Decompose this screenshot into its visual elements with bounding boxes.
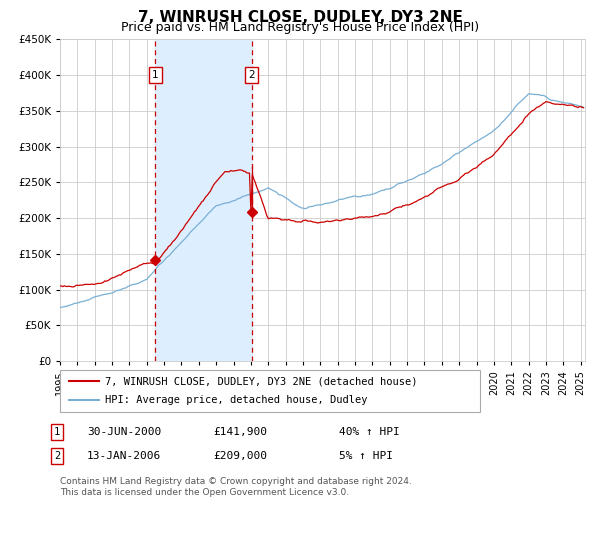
Text: 5% ↑ HPI: 5% ↑ HPI xyxy=(339,451,393,461)
Text: £209,000: £209,000 xyxy=(213,451,267,461)
Text: 7, WINRUSH CLOSE, DUDLEY, DY3 2NE: 7, WINRUSH CLOSE, DUDLEY, DY3 2NE xyxy=(137,10,463,25)
Text: 30-JUN-2000: 30-JUN-2000 xyxy=(87,427,161,437)
Text: 1: 1 xyxy=(54,427,60,437)
Bar xyxy=(155,39,251,361)
Text: HPI: Average price, detached house, Dudley: HPI: Average price, detached house, Dudl… xyxy=(105,395,367,405)
Text: £141,900: £141,900 xyxy=(213,427,267,437)
Text: 40% ↑ HPI: 40% ↑ HPI xyxy=(339,427,400,437)
Text: 2: 2 xyxy=(248,70,255,80)
Text: Contains HM Land Registry data © Crown copyright and database right 2024.: Contains HM Land Registry data © Crown c… xyxy=(60,477,412,486)
Text: 1: 1 xyxy=(152,70,159,80)
Text: 13-JAN-2006: 13-JAN-2006 xyxy=(87,451,161,461)
Text: This data is licensed under the Open Government Licence v3.0.: This data is licensed under the Open Gov… xyxy=(60,488,349,497)
Text: 7, WINRUSH CLOSE, DUDLEY, DY3 2NE (detached house): 7, WINRUSH CLOSE, DUDLEY, DY3 2NE (detac… xyxy=(105,376,418,386)
Text: Price paid vs. HM Land Registry's House Price Index (HPI): Price paid vs. HM Land Registry's House … xyxy=(121,21,479,34)
Text: 2: 2 xyxy=(54,451,60,461)
